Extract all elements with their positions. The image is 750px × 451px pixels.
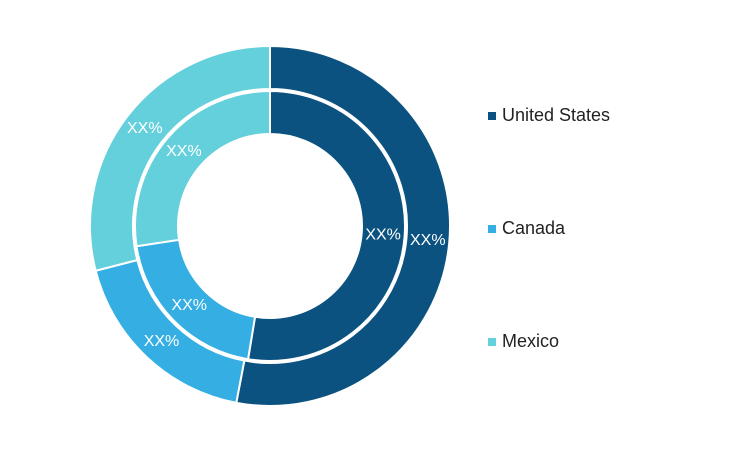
value-label: XX% bbox=[144, 333, 180, 350]
donut-segment bbox=[235, 44, 451, 407]
legend-swatch bbox=[488, 112, 496, 120]
legend-label: United States bbox=[502, 105, 610, 125]
legend-label: Canada bbox=[502, 218, 566, 238]
donut-segment bbox=[246, 89, 406, 362]
value-label: XX% bbox=[365, 226, 401, 243]
value-label: XX% bbox=[127, 120, 163, 137]
value-label: XX% bbox=[166, 143, 202, 160]
legend-label: Mexico bbox=[502, 331, 559, 351]
value-label: XX% bbox=[171, 297, 207, 314]
value-label: XX% bbox=[410, 232, 446, 249]
legend-swatch bbox=[488, 225, 496, 233]
legend-swatch bbox=[488, 338, 496, 346]
donut-segment bbox=[134, 89, 271, 248]
donut-segment bbox=[89, 44, 271, 272]
